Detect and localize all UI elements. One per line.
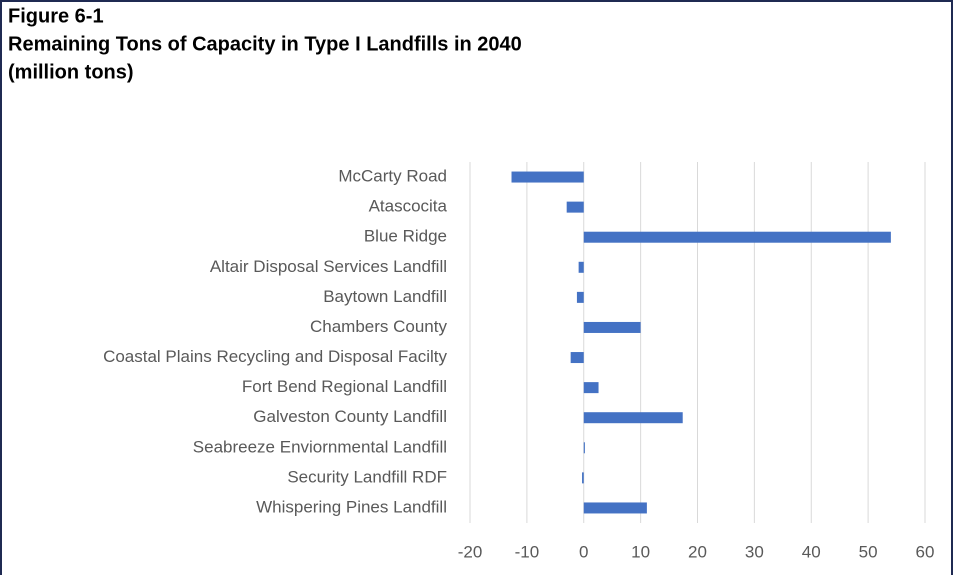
bar <box>583 412 683 424</box>
y-tick-label: Atascocita <box>369 197 448 216</box>
bar <box>511 171 584 183</box>
x-tick-label: 20 <box>688 542 707 561</box>
y-tick-label: Security Landfill RDF <box>287 467 447 486</box>
y-tick-label: Coastal Plains Recycling and Disposal Fa… <box>103 347 447 366</box>
bar <box>582 472 584 484</box>
bar <box>583 502 647 514</box>
y-tick-label: Seabreeze Enviornmental Landfill <box>193 437 447 456</box>
bar <box>576 291 584 303</box>
figure-label: Figure 6-1 <box>8 5 104 27</box>
bar <box>583 321 641 333</box>
y-tick-label: Whispering Pines Landfill <box>256 497 447 516</box>
chart-subtitle: (million tons) <box>8 61 134 83</box>
bar <box>583 442 585 454</box>
x-tick-label: 30 <box>745 542 764 561</box>
y-tick-label: Galveston County Landfill <box>253 407 447 426</box>
bar <box>583 382 599 394</box>
x-tick-label: 0 <box>579 542 588 561</box>
x-tick-label: 50 <box>859 542 878 561</box>
x-tick-label: 60 <box>916 542 935 561</box>
y-tick-label: Fort Bend Regional Landfill <box>242 377 447 396</box>
y-tick-label: McCarty Road <box>338 167 447 186</box>
x-tick-label: -10 <box>515 542 540 561</box>
x-tick-label: -20 <box>458 542 483 561</box>
bar <box>583 231 891 243</box>
x-tick-label: 10 <box>631 542 650 561</box>
bar <box>578 261 584 273</box>
y-tick-label: Altair Disposal Services Landfill <box>210 257 447 276</box>
chart-title: Remaining Tons of Capacity in Type I Lan… <box>8 33 522 55</box>
y-tick-label: Chambers County <box>310 317 448 336</box>
y-tick-label: Blue Ridge <box>364 227 447 246</box>
bar <box>570 352 584 364</box>
bar <box>566 201 584 213</box>
x-tick-label: 40 <box>802 542 821 561</box>
y-tick-label: Baytown Landfill <box>323 287 447 306</box>
